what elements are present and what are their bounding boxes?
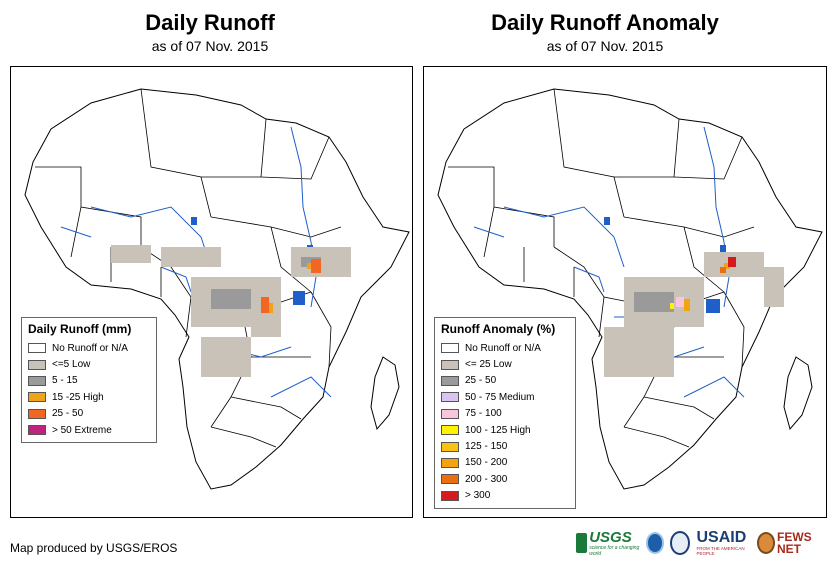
legend-item: 15 -25 High [28, 389, 150, 405]
legend-title: Daily Runoff (mm) [28, 322, 132, 336]
legend-item: <=5 Low [28, 356, 150, 372]
legend-item: 100 - 125 High [441, 422, 569, 438]
legend-label: 50 - 75 Medium [465, 391, 535, 403]
legend-label: 150 - 200 [465, 457, 508, 469]
logo-strip: USGS science for a changing world USAID … [576, 528, 826, 558]
legend-label: No Runoff or N/A [52, 342, 128, 354]
legend-label: 15 -25 High [52, 391, 104, 403]
right-map-canvas [437, 88, 823, 490]
left-map-title: Daily Runoff [145, 10, 275, 35]
legend-label: 25 - 50 [52, 408, 84, 420]
legend-label: 75 - 100 [465, 408, 502, 420]
legend-label: No Runoff or N/A [465, 342, 541, 354]
legend-item: No Runoff or N/A [28, 340, 150, 356]
legend-item: 200 - 300 [441, 471, 569, 487]
legend-label: 100 - 125 High [465, 424, 531, 436]
fews-net-logo-text: FEWS NET [776, 530, 812, 556]
legend-item: 25 - 50 [28, 406, 150, 422]
legend-swatch [28, 408, 46, 419]
madagascar-outline [370, 356, 400, 431]
usaid-logo: USAID FROM THE AMERICAN PEOPLE [696, 529, 750, 557]
legend-label: <=5 Low [52, 359, 91, 371]
usgs-logo: USGS science for a changing world [576, 530, 640, 557]
left-legend: Daily Runoff (mm) No Runoff or N/A <=5 L… [21, 317, 157, 444]
legend-swatch [28, 425, 46, 436]
legend-item: 75 - 100 [441, 406, 569, 422]
legend-swatch [441, 425, 459, 436]
legend-item: No Runoff or N/A [441, 340, 569, 356]
legend-item: > 300 [441, 488, 569, 504]
legend-swatch [28, 375, 46, 386]
fews-net-logo: FEWS NET [756, 530, 826, 556]
legend-label: > 300 [465, 490, 491, 502]
legend-swatch [441, 474, 459, 485]
legend-item: 25 - 50 [441, 373, 569, 389]
legend-label: 25 - 50 [465, 375, 497, 387]
legend-label: <= 25 Low [465, 359, 512, 371]
left-map-canvas [24, 88, 410, 490]
legend-label: 125 - 150 [465, 441, 508, 453]
usgs-logo-text: USGS [589, 528, 632, 546]
right-legend: Runoff Anomaly (%) No Runoff or N/A <= 2… [434, 317, 576, 509]
fews-net-mark-icon [756, 532, 775, 554]
legend-label: > 50 Extreme [52, 424, 112, 436]
legend-item: 125 - 150 [441, 438, 569, 454]
legend-label: 5 - 15 [52, 375, 78, 387]
legend-swatch [441, 359, 459, 370]
legend-item: <= 25 Low [441, 356, 569, 372]
legend-swatch [441, 457, 459, 468]
usaid-tagline: FROM THE AMERICAN PEOPLE [696, 546, 745, 556]
legend-title: Runoff Anomaly (%) [441, 322, 556, 336]
legend-swatch [441, 441, 459, 452]
legend-swatch [441, 392, 459, 403]
usgs-mark-icon [576, 533, 588, 553]
right-map-frame: Runoff Anomaly (%) No Runoff or N/A <= 2… [423, 66, 827, 518]
legend-label: 200 - 300 [465, 473, 508, 485]
usaid-logo-text: USAID [696, 529, 747, 546]
madagascar-outline [783, 356, 813, 431]
noaa-seal-icon [645, 532, 665, 554]
legend-item: 150 - 200 [441, 455, 569, 471]
legend-swatch [441, 375, 459, 386]
legend-swatch [441, 343, 459, 354]
map-credit: Map produced by USGS/EROS [10, 541, 178, 555]
legend-swatch [28, 392, 46, 403]
legend-swatch [28, 359, 46, 370]
left-map-subtitle: as of 07 Nov. 2015 [151, 38, 269, 54]
legend-item: 50 - 75 Medium [441, 389, 569, 405]
nasa-seal-icon [670, 531, 691, 555]
usgs-tagline: science for a changing world [589, 544, 640, 557]
left-map-frame: Daily Runoff (mm) No Runoff or N/A <=5 L… [10, 66, 413, 518]
legend-item: > 50 Extreme [28, 422, 150, 438]
legend-swatch [441, 408, 459, 419]
right-map-title: Daily Runoff Anomaly [491, 10, 719, 35]
right-map-subtitle: as of 07 Nov. 2015 [546, 38, 664, 54]
legend-swatch [441, 490, 459, 501]
legend-item: 5 - 15 [28, 373, 150, 389]
legend-swatch [28, 343, 46, 354]
